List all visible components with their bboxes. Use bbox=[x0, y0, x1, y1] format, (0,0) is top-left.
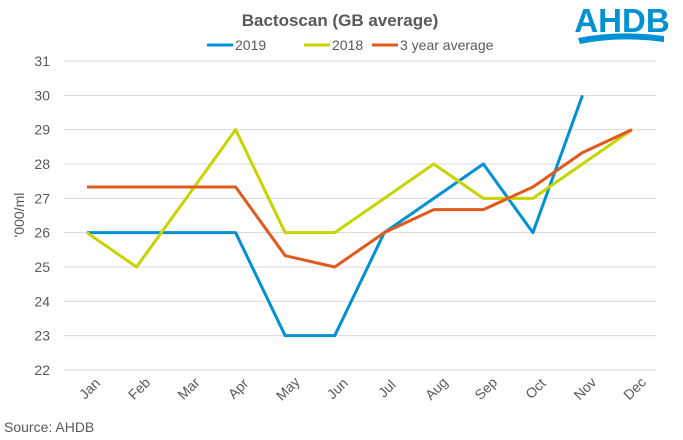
y-tick-label: 28 bbox=[34, 156, 50, 172]
y-tick-label: 27 bbox=[34, 190, 50, 206]
x-tick-label: Oct bbox=[522, 375, 549, 402]
y-tick-label: 31 bbox=[34, 53, 50, 69]
x-tick-label: Jul bbox=[375, 376, 399, 400]
series-line-2019 bbox=[87, 94, 584, 338]
x-tick-label: Feb bbox=[125, 374, 154, 403]
y-axis-ticks: 22 23 24 25 26 27 28 29 30 31 bbox=[34, 53, 50, 378]
x-tick-label: Apr bbox=[225, 375, 252, 402]
x-tick-label: Mar bbox=[174, 374, 203, 403]
chart-title: Bactoscan (GB average) bbox=[242, 11, 439, 30]
y-tick-label: 23 bbox=[34, 328, 50, 344]
y-tick-label: 24 bbox=[34, 293, 50, 309]
x-axis-ticks: Jan Feb Mar Apr May Jun Jul Aug Sep Oct Nov Dec bbox=[76, 373, 649, 403]
logo: AHDB bbox=[574, 2, 670, 44]
legend: 2019 2018 3 year average bbox=[207, 37, 494, 53]
y-axis-label: '000/ml bbox=[11, 193, 27, 238]
y-tick-label: 29 bbox=[34, 122, 50, 138]
series-lines bbox=[86, 94, 633, 338]
y-tick-label: 26 bbox=[34, 225, 50, 241]
y-tick-label: 22 bbox=[34, 362, 50, 378]
x-tick-label: Nov bbox=[570, 374, 599, 403]
logo-text: AHDB bbox=[574, 2, 669, 39]
source-note: Source: AHDB bbox=[4, 419, 94, 435]
x-tick-label: May bbox=[273, 373, 303, 403]
logo-wave-icon bbox=[578, 33, 664, 44]
x-tick-label: Dec bbox=[620, 374, 649, 403]
series-line-2018 bbox=[86, 128, 633, 269]
legend-label: 2018 bbox=[332, 37, 363, 53]
x-tick-label: Sep bbox=[471, 374, 500, 403]
gridlines bbox=[64, 60, 656, 371]
x-tick-label: Aug bbox=[422, 374, 451, 403]
legend-label: 3 year average bbox=[400, 37, 494, 53]
legend-label: 2019 bbox=[235, 37, 266, 53]
x-tick-label: Jun bbox=[324, 375, 351, 402]
x-tick-label: Jan bbox=[76, 375, 103, 402]
series-line-3-year-average bbox=[87, 128, 633, 269]
y-tick-label: 25 bbox=[34, 259, 50, 275]
y-tick-label: 30 bbox=[34, 87, 50, 103]
